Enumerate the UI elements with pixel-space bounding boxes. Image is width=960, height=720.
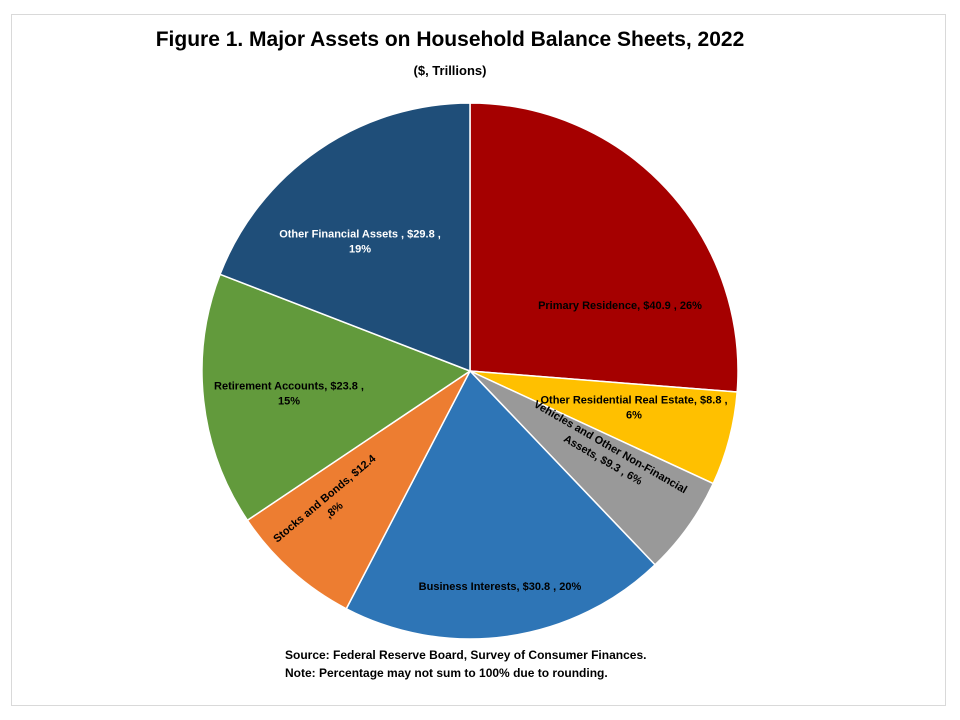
slice-label-line: Primary Residence, $40.9 , 26% xyxy=(538,300,702,312)
pie-slice-business-interests xyxy=(345,370,656,640)
slice-label-other-financial-assets: Other Financial Assets , $29.8 , 19% xyxy=(279,229,441,256)
pie-slice-stocks-and-bonds xyxy=(246,370,471,610)
slice-label-line: Retirement Accounts, $23.8 , xyxy=(214,381,364,393)
slice-label-primary-residence: Primary Residence, $40.9 , 26% xyxy=(538,300,702,312)
pie-slice-other-financial-assets xyxy=(219,102,471,372)
pie-slice-retirement-accounts xyxy=(201,273,471,522)
slice-label-line: 19% xyxy=(349,244,371,256)
chart-subtitle: ($, Trillions) xyxy=(413,63,487,78)
slice-label-retirement-accounts: Retirement Accounts, $23.8 , 15% xyxy=(214,381,364,408)
rounding-note: Note: Percentage may not sum to 100% due… xyxy=(285,666,608,680)
source-note: Source: Federal Reserve Board, Survey of… xyxy=(285,648,647,662)
slice-label-line: 15% xyxy=(278,396,300,408)
slice-label-other-residential-real-estate: Other Residential Real Estate, $8.8 , 6% xyxy=(540,395,727,422)
slice-label-business-interests: Business Interests, $30.8 , 20% xyxy=(419,581,582,593)
slice-label-line: Other Residential Real Estate, $8.8 , xyxy=(540,395,727,407)
slice-label-line: 6% xyxy=(626,410,642,422)
chart-title: Figure 1. Major Assets on Household Bala… xyxy=(155,28,745,51)
slice-label-line: Other Financial Assets , $29.8 , xyxy=(279,229,441,241)
slice-label-line: Business Interests, $30.8 , 20% xyxy=(419,581,582,593)
pie-slice-primary-residence xyxy=(469,102,739,393)
